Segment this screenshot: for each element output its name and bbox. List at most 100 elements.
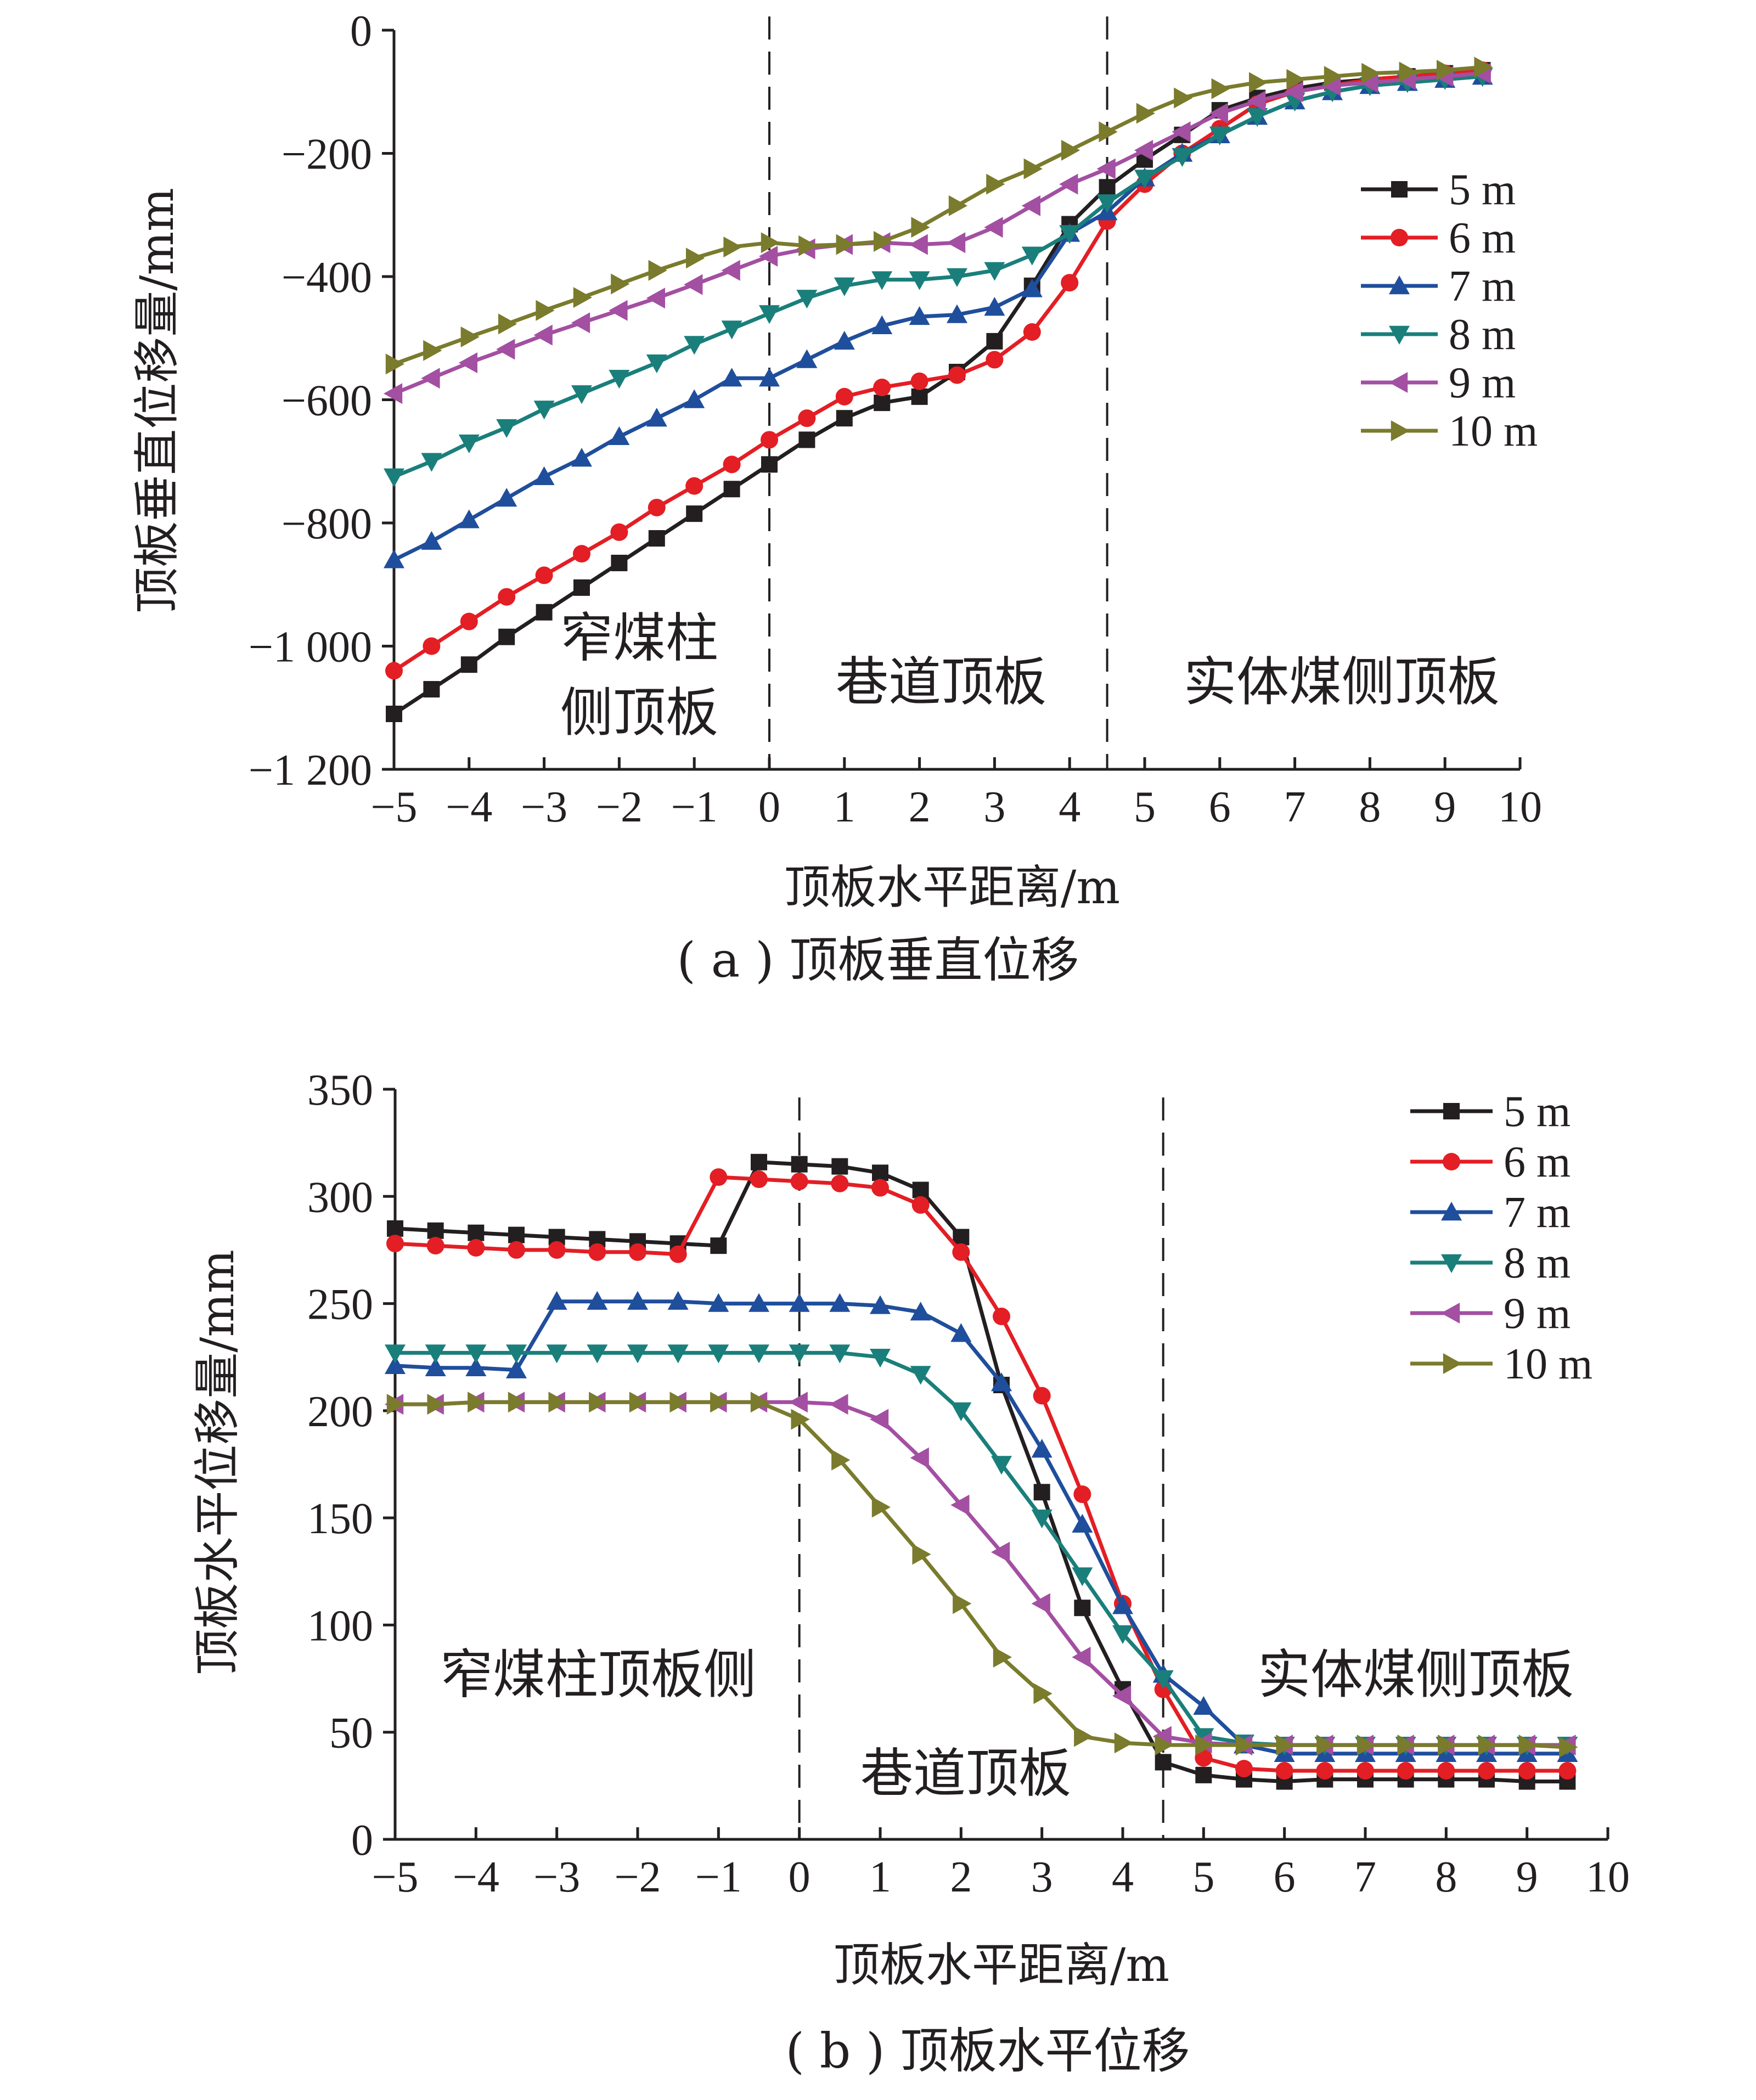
data-point bbox=[909, 271, 930, 290]
data-point bbox=[1172, 121, 1191, 143]
data-point bbox=[991, 1541, 1010, 1563]
data-point bbox=[947, 232, 966, 254]
legend-label: 8 m bbox=[1449, 311, 1516, 359]
data-point bbox=[759, 368, 780, 387]
data-point bbox=[629, 1392, 648, 1413]
data-point bbox=[986, 351, 1004, 369]
data-point bbox=[991, 1372, 1012, 1392]
panel-b-region-narrow-pillar: 窄煤柱顶板侧 bbox=[440, 1644, 756, 1705]
series-line bbox=[393, 74, 1483, 562]
data-point bbox=[385, 1344, 406, 1364]
data-point bbox=[425, 1357, 446, 1376]
x-tick-label: −3 bbox=[533, 1853, 580, 1901]
data-point bbox=[611, 554, 628, 571]
data-point bbox=[1174, 87, 1193, 109]
data-point bbox=[386, 1235, 404, 1253]
data-point bbox=[1235, 1760, 1253, 1778]
legend-label: 8 m bbox=[1504, 1239, 1571, 1287]
y-tick-label: 100 bbox=[307, 1602, 373, 1650]
series-line bbox=[393, 71, 1483, 396]
x-tick-label: 0 bbox=[789, 1853, 811, 1901]
data-point bbox=[910, 372, 928, 390]
data-point bbox=[836, 410, 853, 427]
legend-label: 9 m bbox=[1449, 359, 1516, 407]
x-tick-label: 10 bbox=[1586, 1853, 1630, 1901]
data-point bbox=[1074, 1600, 1091, 1617]
legend-item: 7 m bbox=[1410, 1189, 1571, 1237]
data-point bbox=[723, 237, 742, 258]
y-tick-label: −1 200 bbox=[249, 746, 372, 795]
data-point bbox=[573, 545, 590, 563]
y-tick-label: 350 bbox=[307, 1066, 373, 1114]
series-line bbox=[393, 68, 1483, 673]
legend-item: 7 m bbox=[1361, 262, 1516, 311]
panel-a-series bbox=[384, 57, 1493, 722]
data-point bbox=[1134, 139, 1153, 161]
data-point bbox=[708, 1344, 729, 1364]
panel-a-region-narrow-pillar-line2: 侧顶板 bbox=[560, 682, 718, 744]
data-point bbox=[460, 656, 477, 673]
x-tick-label: 6 bbox=[1209, 783, 1231, 831]
data-point bbox=[750, 1170, 768, 1189]
panel-b-y-axis-label: 顶板水平位移量/mm bbox=[190, 1249, 244, 1675]
data-point bbox=[648, 260, 667, 281]
legend-item: 6 m bbox=[1410, 1138, 1571, 1186]
data-point bbox=[1474, 57, 1493, 78]
data-point bbox=[1099, 121, 1118, 143]
legend-item: 5 m bbox=[1410, 1088, 1571, 1136]
data-point bbox=[748, 1344, 769, 1364]
data-point bbox=[423, 340, 442, 361]
data-point bbox=[1155, 1735, 1174, 1756]
data-point bbox=[465, 1344, 487, 1364]
panel-a-y-ticks: 0 −200 −400 −600 −800 −1 000 −1 200 bbox=[249, 7, 394, 795]
y-tick-label: 250 bbox=[307, 1281, 373, 1329]
data-point bbox=[571, 312, 590, 334]
data-point bbox=[684, 274, 703, 295]
data-point bbox=[986, 173, 1005, 195]
data-point bbox=[948, 366, 966, 384]
panel-b-x-ticks: −5 −4 −3 −2 −1 0 1 2 3 4 5 6 7 8 9 10 bbox=[372, 1827, 1630, 1901]
data-point bbox=[506, 1344, 527, 1364]
x-tick-label: 9 bbox=[1516, 1853, 1538, 1901]
data-point bbox=[993, 1647, 1012, 1668]
data-point bbox=[496, 339, 515, 360]
legend-marker bbox=[1441, 1202, 1462, 1221]
data-point bbox=[588, 1243, 606, 1261]
data-point bbox=[761, 431, 778, 449]
legend-marker bbox=[1389, 325, 1410, 345]
x-tick-label: 0 bbox=[758, 783, 780, 831]
data-point bbox=[910, 1447, 929, 1468]
data-point bbox=[829, 1394, 848, 1415]
data-point bbox=[646, 354, 667, 374]
data-point bbox=[548, 1392, 567, 1413]
data-point bbox=[1033, 1484, 1050, 1501]
panel-b-caption: ( b ) 顶板水平位移 bbox=[786, 2023, 1190, 2079]
legend-marker bbox=[1389, 275, 1410, 295]
data-point bbox=[421, 531, 442, 550]
data-point bbox=[796, 349, 818, 368]
data-point bbox=[546, 1291, 567, 1310]
series-6m bbox=[385, 61, 1492, 680]
data-point bbox=[873, 379, 891, 397]
data-point bbox=[1437, 59, 1456, 81]
data-point bbox=[1072, 1513, 1093, 1533]
x-tick-label: 10 bbox=[1498, 783, 1542, 831]
series-5m bbox=[386, 61, 1491, 722]
legend-item: 10 m bbox=[1361, 407, 1538, 455]
x-tick-label: 1 bbox=[869, 1853, 891, 1901]
data-point bbox=[1397, 1762, 1415, 1780]
data-point bbox=[423, 681, 440, 698]
data-point bbox=[508, 1241, 525, 1259]
data-point bbox=[1114, 1732, 1133, 1754]
data-point bbox=[589, 1392, 608, 1413]
data-point bbox=[498, 588, 516, 606]
data-point bbox=[686, 247, 705, 269]
data-point bbox=[723, 481, 740, 498]
data-point bbox=[460, 612, 478, 630]
legend-label: 5 m bbox=[1449, 166, 1516, 214]
data-point bbox=[1031, 1509, 1053, 1529]
y-tick-label: −200 bbox=[282, 131, 372, 179]
data-point bbox=[610, 523, 628, 541]
data-point bbox=[871, 1496, 891, 1518]
x-tick-label: −1 bbox=[695, 1853, 742, 1901]
